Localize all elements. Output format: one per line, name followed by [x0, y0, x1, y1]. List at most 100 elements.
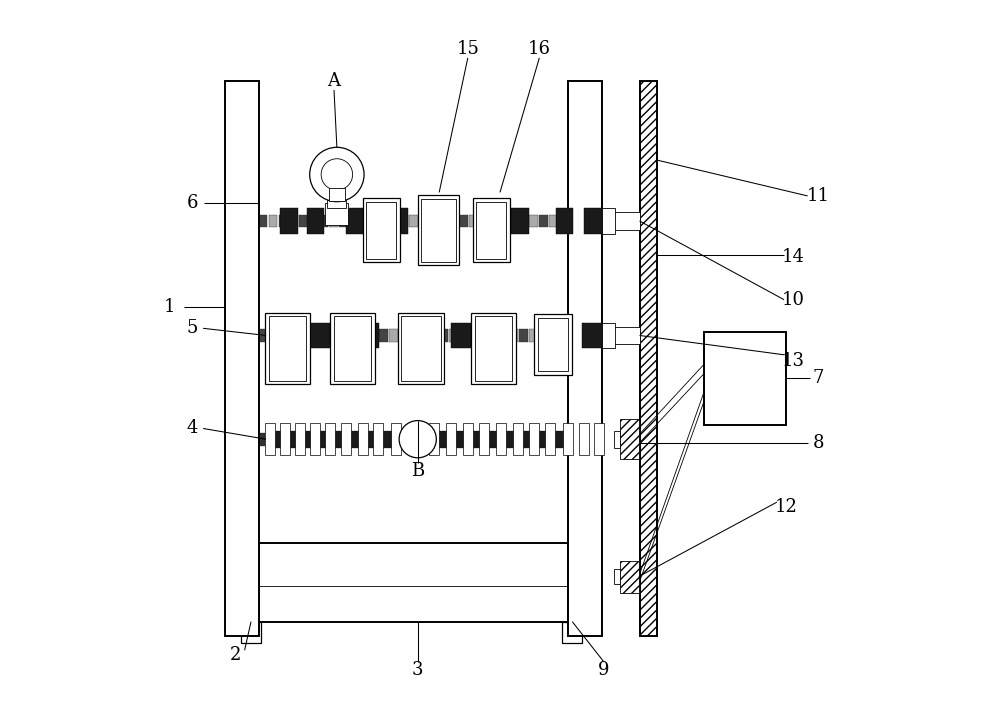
Text: B: B [411, 462, 424, 480]
Bar [288, 430, 300, 448]
Bar [569, 329, 578, 342]
Bar [459, 329, 468, 342]
Bar [421, 199, 456, 262]
Bar [431, 433, 436, 446]
Bar [310, 322, 330, 348]
Bar [579, 329, 588, 342]
Bar [399, 329, 408, 342]
Bar [416, 433, 422, 446]
Bar [559, 433, 565, 446]
Bar [579, 423, 589, 455]
Bar [331, 430, 344, 448]
Bar [309, 329, 318, 342]
Bar [341, 423, 351, 455]
Bar [570, 430, 583, 448]
Bar [366, 433, 372, 446]
Bar [366, 202, 396, 259]
Bar [409, 433, 415, 446]
Bar [602, 322, 615, 348]
Bar [574, 433, 579, 446]
Text: 6: 6 [187, 194, 198, 212]
Bar [473, 198, 510, 262]
Bar [409, 329, 418, 342]
Bar [594, 423, 604, 455]
Bar [279, 215, 288, 227]
Bar [302, 433, 308, 446]
Bar [599, 215, 602, 227]
Bar [559, 329, 568, 342]
Bar [369, 215, 378, 227]
Bar [349, 215, 358, 227]
Bar [509, 329, 518, 342]
Text: 15: 15 [456, 40, 479, 58]
Bar [549, 215, 558, 227]
Bar [330, 313, 375, 384]
Text: 11: 11 [807, 187, 830, 205]
Bar [346, 208, 363, 234]
Bar [295, 433, 300, 446]
Bar [545, 433, 551, 446]
Bar [365, 430, 378, 448]
Bar [459, 433, 465, 446]
Bar [509, 215, 518, 227]
Bar [589, 215, 598, 227]
Bar [614, 570, 620, 584]
Bar [319, 215, 328, 227]
Bar [470, 430, 483, 448]
Bar [280, 423, 290, 455]
Bar [438, 433, 443, 446]
Bar [323, 433, 329, 446]
Bar [536, 430, 549, 448]
Bar [445, 433, 451, 446]
Bar [325, 203, 348, 224]
Bar [529, 423, 539, 455]
Bar [489, 329, 498, 342]
Bar [309, 433, 315, 446]
Bar [369, 329, 378, 342]
Bar [568, 81, 602, 636]
Bar [599, 329, 602, 342]
Bar [453, 430, 466, 448]
Bar [399, 215, 408, 227]
Bar [513, 423, 523, 455]
Bar [499, 329, 508, 342]
Bar [423, 433, 429, 446]
Bar [272, 430, 285, 448]
Text: 1: 1 [164, 298, 175, 316]
Bar [319, 329, 328, 342]
Bar [463, 423, 473, 455]
Bar [241, 622, 261, 643]
Bar [479, 423, 489, 455]
Bar [359, 215, 368, 227]
Bar [259, 329, 267, 342]
Bar [418, 195, 459, 265]
Bar [352, 433, 358, 446]
Text: 5: 5 [187, 319, 198, 337]
Bar [310, 423, 320, 455]
Bar [381, 433, 386, 446]
Bar [299, 215, 308, 227]
Bar [389, 215, 398, 227]
Bar [359, 329, 368, 342]
Bar [602, 327, 640, 344]
Bar [579, 215, 588, 227]
Text: 10: 10 [782, 291, 805, 309]
Bar [581, 433, 587, 446]
Bar [289, 215, 298, 227]
Bar [317, 430, 330, 448]
Bar [640, 81, 657, 636]
Bar [549, 329, 558, 342]
Bar [479, 215, 488, 227]
Bar [481, 433, 486, 446]
Bar [348, 430, 361, 448]
Bar [269, 215, 277, 227]
Bar [309, 215, 318, 227]
Bar [589, 329, 598, 342]
Bar [563, 423, 573, 455]
Bar [419, 215, 428, 227]
Bar [511, 208, 529, 234]
Bar [509, 433, 515, 446]
Bar [373, 433, 379, 446]
Bar [269, 316, 306, 381]
Bar [363, 198, 400, 262]
